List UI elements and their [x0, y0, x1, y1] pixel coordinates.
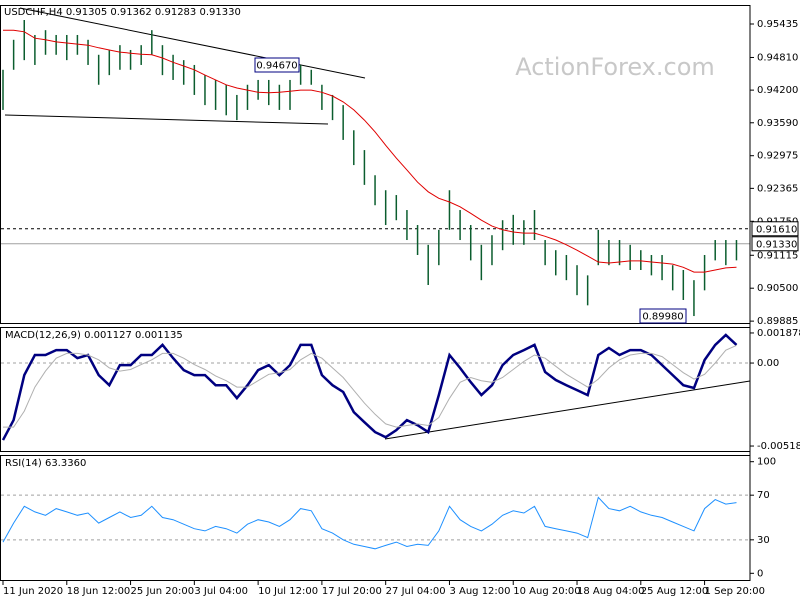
y-tick-label: 0.93590: [757, 118, 798, 129]
level-box: [751, 236, 799, 252]
x-tick-label: 18 Jun 12:00: [67, 586, 131, 597]
y-tick-label: -0.00518: [757, 441, 800, 452]
level-label: 0.91330: [756, 239, 797, 250]
moving-average: [3, 29, 737, 273]
trend-line: [19, 7, 366, 79]
y-tick-label: 0.89885: [757, 316, 798, 327]
y-tick-label: 100: [757, 457, 776, 468]
x-tick-label: 10 Aug 20:00: [513, 586, 580, 597]
annotation: 0.94670: [256, 61, 297, 72]
annotation: 0.89980: [642, 312, 683, 323]
x-tick-label: 25 Jun 20:00: [131, 586, 195, 597]
chart-title: USDCHF,H4 0.91305 0.91362 0.91283 0.9133…: [4, 7, 241, 18]
watermark: ActionForex.com: [515, 53, 715, 81]
x-tick-label: 10 Jul 12:00: [258, 586, 318, 597]
rsi-title: RSI(14) 63.3360: [5, 458, 86, 469]
y-tick-label: 0: [757, 568, 763, 579]
rsi-line: [2, 496, 737, 550]
x-tick-label: 18 Aug 04:00: [577, 586, 644, 597]
level-box: [751, 221, 799, 237]
signal-line: [3, 344, 737, 428]
x-tick-label: 1 Sep 20:00: [705, 586, 765, 597]
x-tick-label: 3 Aug 12:00: [449, 586, 510, 597]
y-tick-label: 70: [757, 490, 770, 501]
y-tick-label: 0.00: [757, 358, 779, 369]
macd-title: MACD(12,26,9) 0.001127 0.001135: [5, 330, 183, 341]
macd-line: [1, 333, 738, 441]
x-tick-label: 17 Jul 20:00: [322, 586, 382, 597]
y-tick-label: 0.92975: [757, 151, 798, 162]
y-tick-label: 0.94810: [757, 52, 798, 63]
x-tick-label: 3 Jul 04:00: [194, 586, 248, 597]
y-tick-label: 30: [757, 535, 770, 546]
trend-line: [4, 114, 329, 125]
level-label: 0.91610: [756, 224, 797, 235]
x-tick-label: 11 Jun 2020: [3, 586, 63, 597]
y-tick-label: 0.94200: [757, 85, 798, 96]
y-tick-label: 0.91115: [757, 250, 798, 261]
y-tick-label: 0.90500: [757, 283, 798, 294]
y-tick-label: 0.92365: [757, 183, 798, 194]
y-tick-label: 0.95435: [757, 19, 798, 30]
annotation-box: [639, 308, 687, 324]
x-tick-label: 27 Jul 04:00: [386, 586, 446, 597]
x-tick-label: 25 Aug 12:00: [641, 586, 708, 597]
trend-line: [384, 380, 751, 440]
y-tick-label: 0.001878: [757, 328, 800, 339]
annotation-box: [254, 57, 300, 73]
